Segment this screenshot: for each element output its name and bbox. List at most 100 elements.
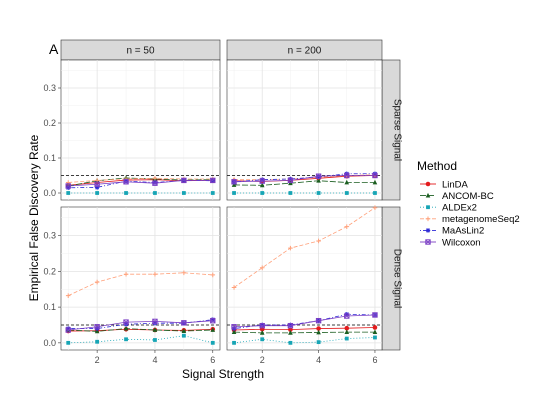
data-point <box>287 177 294 184</box>
marker-triangle <box>344 329 350 335</box>
series-line <box>234 331 375 334</box>
data-point <box>123 319 129 325</box>
series-line <box>234 175 375 183</box>
row-strip-label: Sparse Signal <box>392 99 403 161</box>
x-tick-label: 2 <box>260 355 265 365</box>
data-point <box>259 178 265 184</box>
marker-square <box>316 191 321 195</box>
series-aldex2 <box>232 335 377 345</box>
marker-square-cross <box>65 183 71 189</box>
marker-square-cross-lines <box>425 239 431 245</box>
data-point <box>210 191 215 195</box>
marker-triangle <box>231 329 237 335</box>
data-point <box>344 224 350 229</box>
data-point <box>315 173 322 179</box>
data-point <box>210 177 216 184</box>
marker-square <box>210 191 215 195</box>
data-point <box>232 340 236 345</box>
y-tick-label: 0.1 <box>43 153 56 163</box>
data-point <box>65 183 71 189</box>
y-tick-label: 0.2 <box>43 118 56 128</box>
series-line <box>234 327 375 331</box>
marker-square-cross-lines <box>259 178 265 184</box>
series-wilcoxon <box>65 177 216 189</box>
legend-item-aldex2: ALDEx2 <box>420 203 477 214</box>
series-line <box>68 179 213 187</box>
marker-square-cross-lines <box>259 323 265 329</box>
marker-triangle <box>344 179 350 185</box>
data-point <box>259 182 265 188</box>
data-point <box>344 325 350 331</box>
x-tick-label: 4 <box>152 355 157 365</box>
marker-plus <box>372 205 378 211</box>
marker-square-cross-lines <box>65 183 71 189</box>
data-point <box>344 313 350 319</box>
legend: Method LinDAANCOM-BCALDEx2metagenomeSeq2… <box>417 159 520 248</box>
marker-square-cross <box>372 172 378 179</box>
marker-square <box>373 191 377 195</box>
marker-square-cross <box>123 319 129 325</box>
y-tick-label: 0.0 <box>43 338 56 348</box>
data-point <box>231 324 237 330</box>
series-line <box>68 320 213 331</box>
marker-plus <box>152 176 158 181</box>
y-tick-label: 0.0 <box>43 188 56 198</box>
data-point <box>288 176 293 182</box>
series-line <box>68 328 213 332</box>
marker-plus <box>65 293 71 298</box>
series-ancom-bc <box>231 329 378 335</box>
marker-square <box>316 340 321 345</box>
marker-square <box>95 191 100 195</box>
legend-item-metagenomeseq2: metagenomeSeq2 <box>420 214 520 225</box>
marker-asterisk <box>288 176 293 182</box>
data-point <box>153 191 157 195</box>
marker-square-cross-lines <box>372 173 378 178</box>
data-point <box>231 329 237 335</box>
marker-square-cross <box>425 239 431 245</box>
data-point <box>123 325 129 331</box>
marker-triangle <box>210 327 216 332</box>
data-point <box>288 245 293 251</box>
data-point <box>152 180 158 185</box>
marker-square-cross-lines <box>181 320 187 326</box>
marker-asterisk <box>123 178 129 184</box>
legend-label: LinDA <box>442 179 469 190</box>
marker-plus <box>425 216 431 222</box>
data-point <box>288 340 293 345</box>
marker-square <box>232 340 236 345</box>
data-point <box>344 179 350 185</box>
marker-square-cross-lines <box>152 180 158 186</box>
data-point <box>123 179 129 185</box>
marker-square-cross <box>344 172 350 179</box>
marker-square <box>181 191 186 195</box>
marker-plus <box>259 265 265 271</box>
data-point <box>94 279 100 285</box>
data-point <box>153 338 157 342</box>
legend-label: metagenomeSeq2 <box>442 214 520 225</box>
panel-dense-signal-n-50: 0.0 0.1 0.2 0.3 2 4 6 <box>43 206 221 365</box>
series-metagenomeseq2 <box>65 270 216 298</box>
data-point <box>65 326 71 331</box>
x-tick-label: 4 <box>316 355 321 365</box>
panel-tag: A <box>49 41 59 57</box>
marker-square <box>124 337 128 342</box>
legend-label: Wilcoxon <box>442 237 481 248</box>
marker-square-cross-lines <box>65 327 71 333</box>
series-line <box>68 272 213 297</box>
data-point <box>316 191 321 195</box>
marker-plus <box>210 272 216 278</box>
panel-border <box>60 206 221 351</box>
series-wilcoxon <box>65 317 216 333</box>
marker-square <box>426 205 430 210</box>
series-line <box>68 335 213 344</box>
marker-square-cross-lines <box>287 323 293 329</box>
marker-triangle <box>372 179 378 185</box>
marker-triangle <box>425 192 431 198</box>
marker-triangle <box>288 330 293 335</box>
marker-plus <box>344 224 350 229</box>
data-point <box>373 191 377 195</box>
marker-triangle <box>316 178 321 183</box>
panel-border <box>226 59 383 201</box>
marker-square-cross-lines <box>210 177 216 183</box>
